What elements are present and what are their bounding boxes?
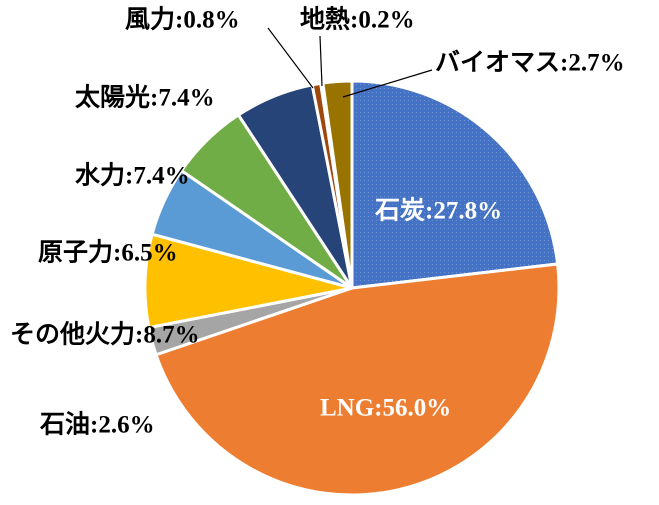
slice-label: 風力:0.8% [125, 6, 240, 34]
slice-label: 水力:7.4% [75, 162, 190, 190]
leader-line [319, 35, 323, 87]
leader-line [342, 69, 433, 98]
slice-label: 地熱:0.2% [300, 6, 415, 34]
slice-label: 太陽光:7.4% [75, 84, 215, 112]
leader-line [267, 27, 314, 89]
pie-slice [321, 79, 354, 289]
pie-slice [350, 79, 560, 290]
slice-label: バイオマス:2.7% [435, 49, 625, 77]
slice-label: 石油:2.6% [39, 411, 155, 439]
slice-label: 原子力:6.5% [38, 239, 178, 267]
slice-label: LNG:56.0% [320, 395, 451, 422]
slice-label: 石炭:27.8% [374, 196, 502, 225]
slice-label: その他火力:8.7% [10, 321, 200, 349]
